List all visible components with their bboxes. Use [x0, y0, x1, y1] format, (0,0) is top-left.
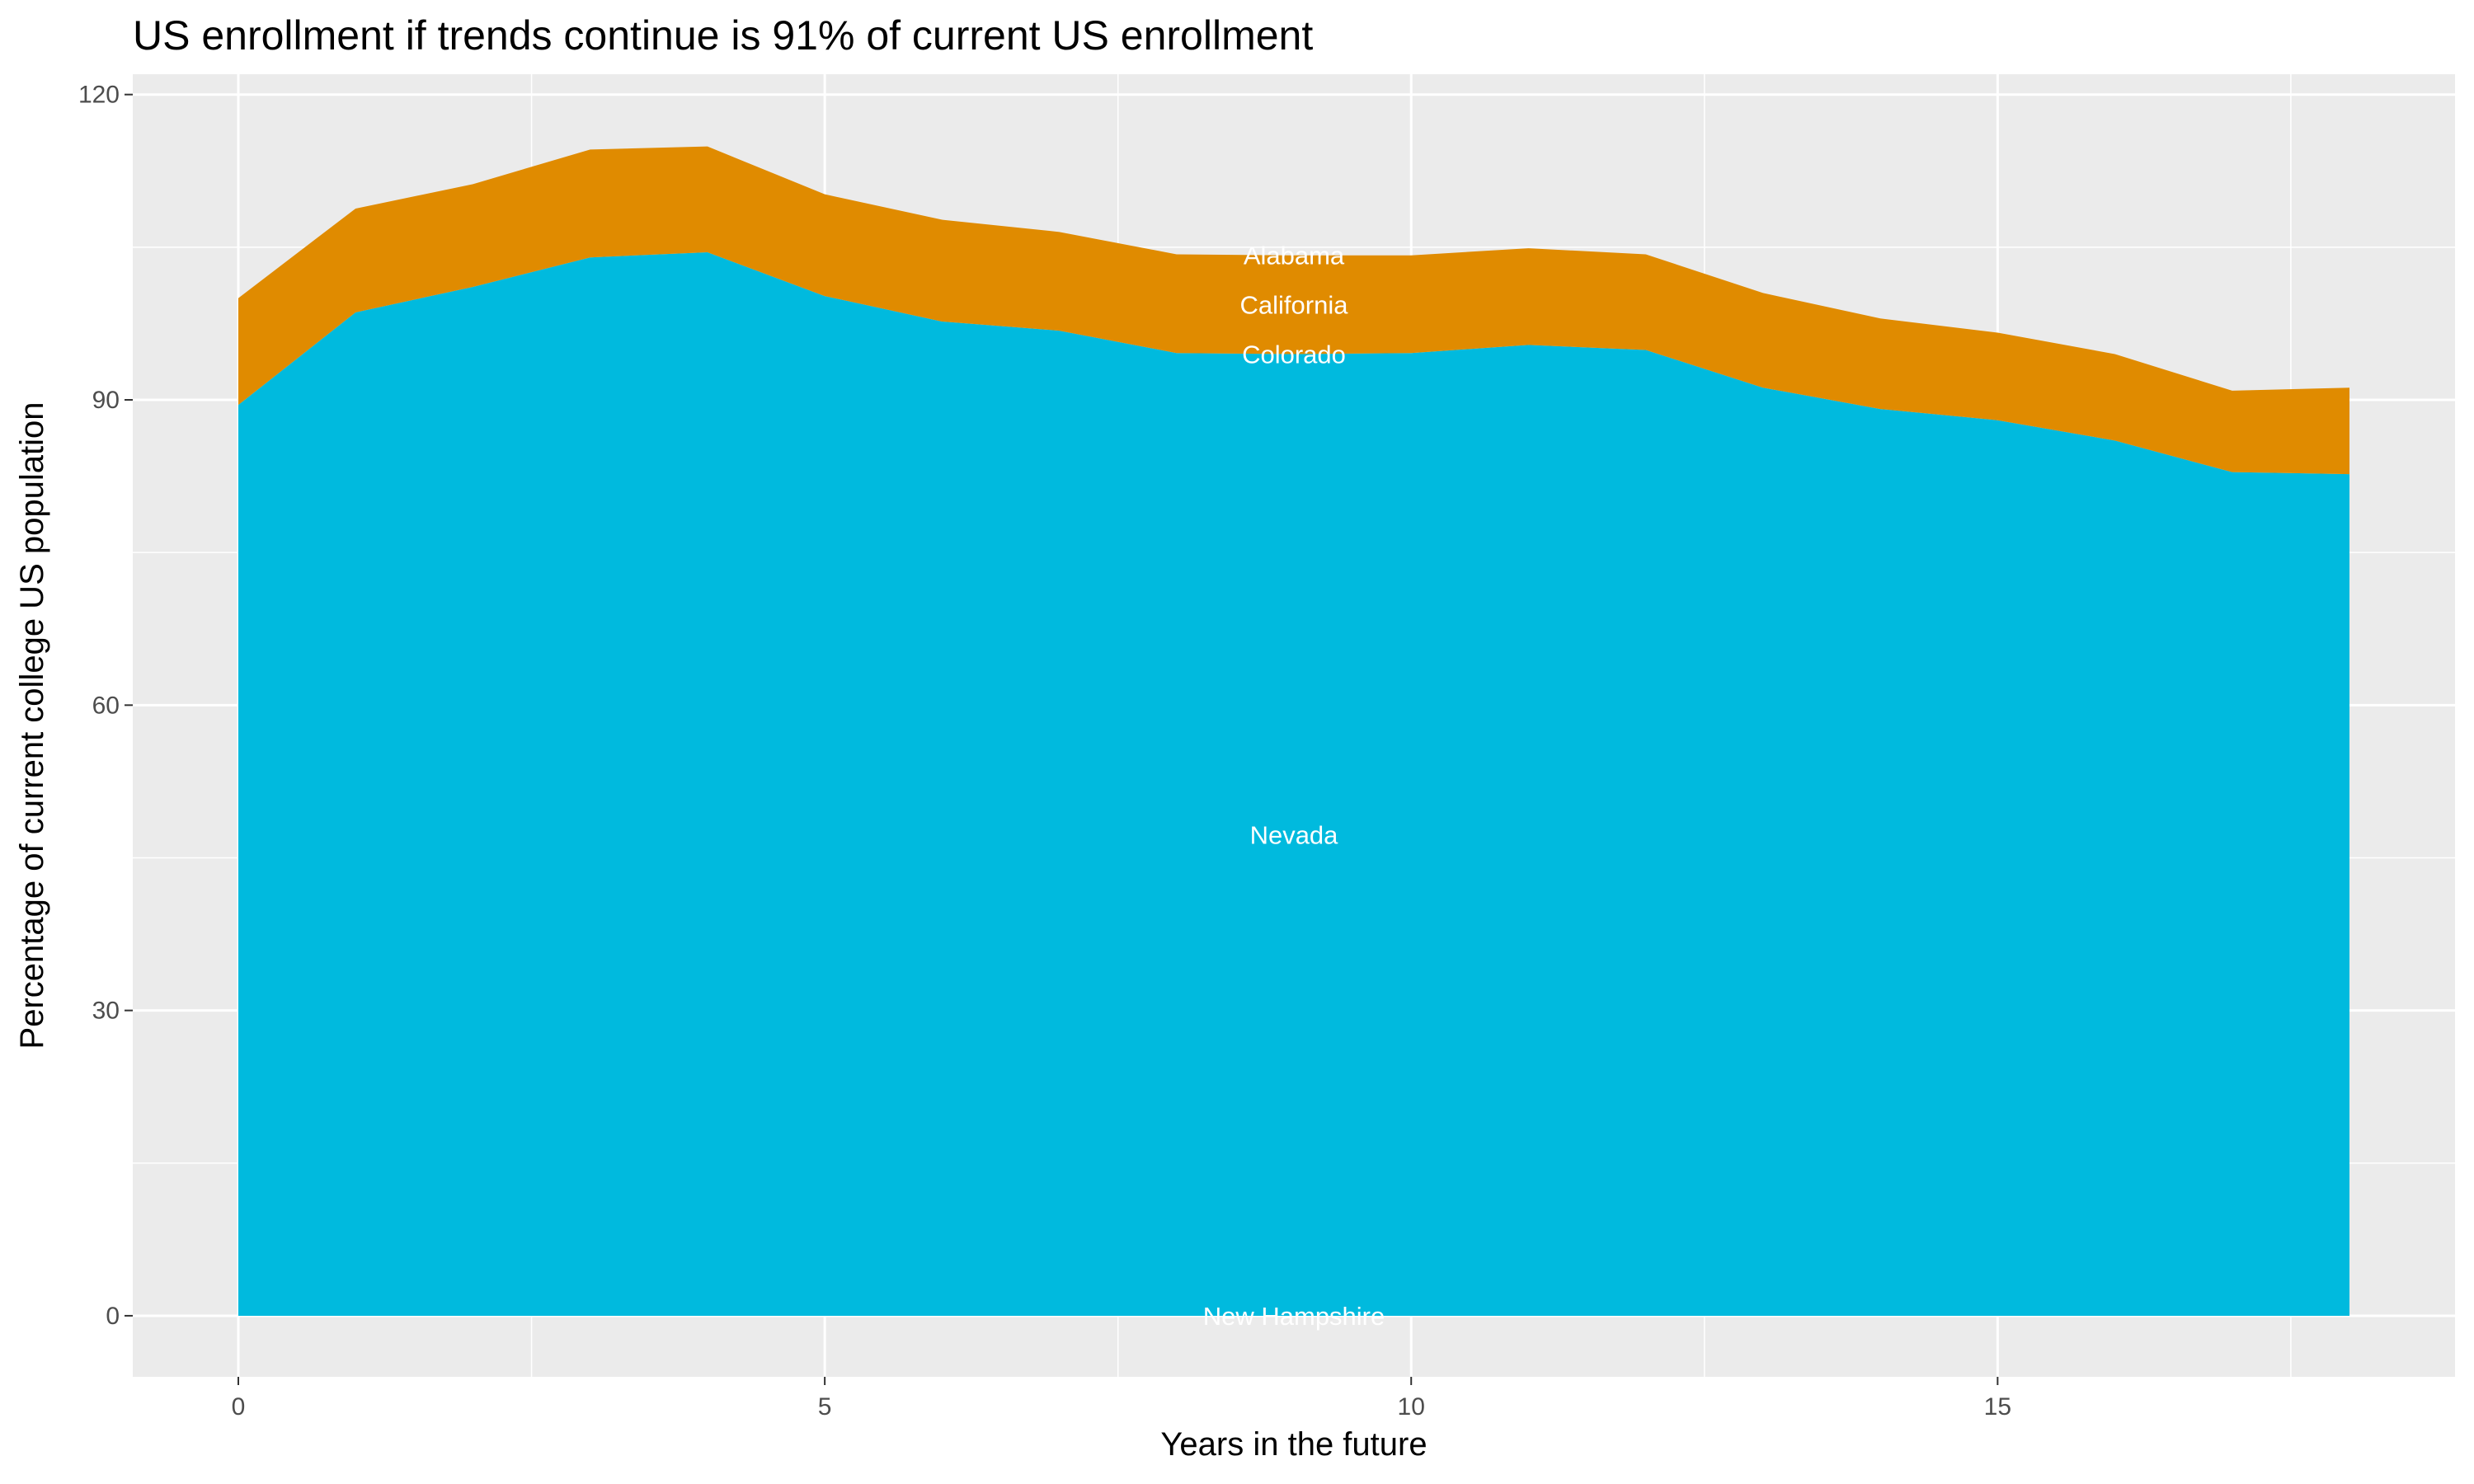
- series-label-california: California: [1240, 291, 1349, 320]
- y-tick-label: 90: [92, 387, 120, 414]
- series-label-colorado: Colorado: [1242, 340, 1346, 369]
- y-tick-label: 60: [92, 692, 120, 719]
- y-tick-label: 0: [106, 1303, 120, 1330]
- series-label-new-hampshire: New Hampshire: [1203, 1302, 1385, 1331]
- y-tick-label: 120: [78, 82, 120, 109]
- x-tick-label: 5: [818, 1393, 832, 1421]
- chart-title: US enrollment if trends continue is 91% …: [133, 12, 1313, 59]
- area-california: [238, 146, 2349, 475]
- series-label-alabama: Alabama: [1244, 242, 1345, 270]
- y-axis-title: Percentage of current college US populat…: [14, 402, 50, 1050]
- x-tick-label: 0: [232, 1393, 246, 1421]
- x-tick-label: 10: [1398, 1393, 1425, 1421]
- x-axis-title: Years in the future: [1160, 1426, 1427, 1463]
- x-tick-label: 15: [1984, 1393, 2011, 1421]
- area-nevada: [238, 252, 2349, 1316]
- y-tick-label: 30: [92, 998, 120, 1025]
- series-label-nevada: Nevada: [1250, 821, 1339, 850]
